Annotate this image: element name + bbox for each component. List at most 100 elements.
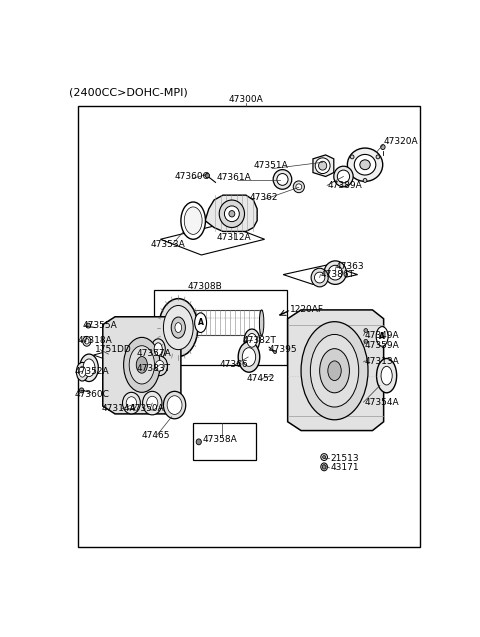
Ellipse shape (175, 323, 181, 333)
Ellipse shape (323, 455, 325, 459)
Ellipse shape (259, 310, 264, 336)
Ellipse shape (196, 439, 202, 445)
Ellipse shape (154, 343, 162, 355)
Ellipse shape (293, 181, 304, 192)
Ellipse shape (322, 464, 326, 469)
Ellipse shape (247, 333, 257, 347)
Ellipse shape (155, 361, 164, 371)
Ellipse shape (84, 339, 89, 344)
Ellipse shape (136, 357, 147, 373)
Ellipse shape (354, 154, 376, 175)
Text: 47353A: 47353A (151, 240, 185, 248)
Ellipse shape (296, 184, 302, 190)
Ellipse shape (242, 348, 256, 366)
Ellipse shape (321, 463, 327, 471)
Ellipse shape (83, 359, 95, 376)
Ellipse shape (79, 366, 85, 377)
Ellipse shape (163, 391, 186, 419)
Ellipse shape (244, 329, 260, 352)
Ellipse shape (311, 268, 328, 287)
Ellipse shape (337, 170, 349, 183)
Text: 47349A: 47349A (364, 331, 399, 340)
Ellipse shape (86, 323, 91, 328)
Text: 47312A: 47312A (217, 233, 252, 242)
Text: 47389A: 47389A (327, 181, 362, 190)
Ellipse shape (171, 317, 185, 338)
Ellipse shape (311, 334, 359, 407)
Ellipse shape (122, 392, 140, 414)
Ellipse shape (363, 178, 367, 182)
Ellipse shape (377, 359, 396, 393)
Ellipse shape (163, 306, 193, 350)
Text: 47300A: 47300A (228, 94, 264, 103)
Ellipse shape (152, 356, 168, 376)
Ellipse shape (381, 366, 392, 385)
Ellipse shape (229, 211, 235, 217)
Ellipse shape (151, 339, 165, 359)
Bar (154, 290, 287, 365)
Ellipse shape (376, 327, 388, 347)
Text: 47313A: 47313A (364, 357, 399, 366)
Text: 21513: 21513 (330, 454, 359, 462)
Text: 47366: 47366 (220, 361, 249, 369)
Ellipse shape (205, 173, 210, 178)
Text: A: A (198, 318, 204, 327)
Ellipse shape (83, 336, 91, 346)
Ellipse shape (364, 329, 368, 333)
Text: 47361A: 47361A (217, 173, 252, 182)
Text: 47351A: 47351A (254, 161, 288, 170)
Ellipse shape (238, 342, 260, 372)
Ellipse shape (364, 340, 368, 343)
Polygon shape (205, 195, 257, 231)
Ellipse shape (76, 362, 88, 381)
Ellipse shape (348, 148, 383, 182)
Ellipse shape (219, 200, 244, 227)
Ellipse shape (159, 299, 198, 357)
Ellipse shape (360, 160, 370, 169)
Text: 47318A: 47318A (78, 336, 113, 345)
Ellipse shape (381, 145, 385, 150)
Text: 47355A: 47355A (83, 320, 117, 329)
Text: 47362: 47362 (250, 192, 278, 201)
Text: 47352A: 47352A (75, 367, 109, 376)
Text: 1751DD: 1751DD (96, 345, 132, 354)
Text: 47314A: 47314A (101, 404, 136, 413)
Text: 47357A: 47357A (136, 348, 171, 357)
Text: 1220AF: 1220AF (290, 305, 324, 315)
Text: 47359A: 47359A (364, 341, 399, 350)
Text: A: A (379, 332, 385, 341)
Ellipse shape (350, 155, 354, 159)
Ellipse shape (320, 348, 349, 393)
Ellipse shape (321, 454, 327, 461)
Ellipse shape (143, 391, 162, 415)
Ellipse shape (181, 202, 205, 240)
Ellipse shape (129, 346, 155, 384)
Ellipse shape (315, 158, 330, 173)
Text: 47465: 47465 (142, 431, 170, 440)
Text: 47452: 47452 (247, 374, 275, 383)
Ellipse shape (334, 166, 353, 187)
Ellipse shape (80, 354, 98, 382)
Text: 47358A: 47358A (203, 435, 237, 444)
Ellipse shape (184, 207, 202, 234)
Text: 47360C: 47360C (75, 390, 110, 399)
Ellipse shape (319, 161, 327, 170)
Polygon shape (313, 155, 334, 176)
Ellipse shape (195, 313, 206, 333)
Text: 47360C: 47360C (175, 171, 209, 180)
Ellipse shape (79, 388, 84, 393)
Ellipse shape (328, 361, 341, 380)
Text: 47320A: 47320A (384, 137, 418, 146)
Text: 47350A: 47350A (130, 404, 165, 413)
Bar (193, 423, 256, 460)
Text: 47308B: 47308B (188, 282, 222, 291)
Ellipse shape (277, 173, 288, 185)
Text: 47354A: 47354A (364, 397, 399, 406)
Ellipse shape (147, 396, 158, 410)
Ellipse shape (376, 155, 380, 159)
Ellipse shape (274, 350, 276, 354)
Text: 47395: 47395 (268, 345, 297, 354)
Text: 47383T: 47383T (137, 364, 171, 373)
Text: (2400CC>DOHC-MPI): (2400CC>DOHC-MPI) (69, 87, 188, 97)
Text: 47382T: 47382T (242, 336, 276, 345)
